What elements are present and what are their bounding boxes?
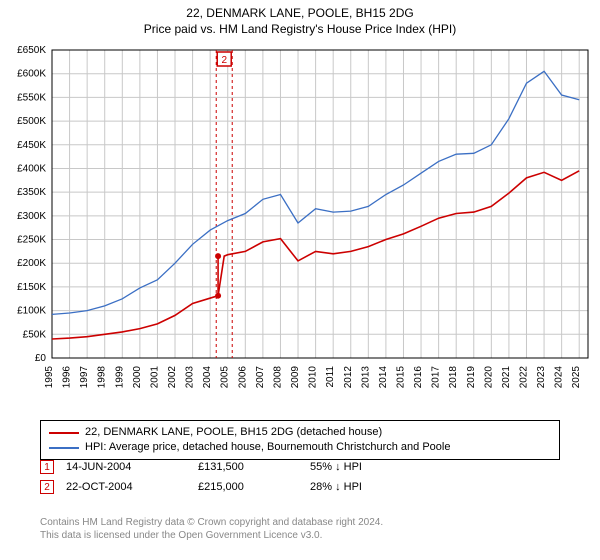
- svg-text:2015: 2015: [395, 366, 406, 389]
- svg-text:£650K: £650K: [17, 45, 46, 56]
- sale-row: 2 22-OCT-2004 £215,000 28% ↓ HPI: [40, 480, 560, 494]
- page: 22, DENMARK LANE, POOLE, BH15 2DG Price …: [0, 0, 600, 560]
- svg-text:2019: 2019: [466, 366, 477, 389]
- svg-text:2000: 2000: [132, 366, 143, 389]
- sale-marker: 1: [40, 460, 54, 474]
- svg-text:2008: 2008: [272, 366, 283, 389]
- svg-text:£400K: £400K: [17, 163, 46, 174]
- svg-text:2005: 2005: [220, 366, 231, 389]
- footer-line-1: Contains HM Land Registry data © Crown c…: [40, 516, 383, 529]
- svg-text:£550K: £550K: [17, 92, 46, 103]
- svg-text:£50K: £50K: [23, 329, 47, 340]
- svg-text:£350K: £350K: [17, 187, 46, 198]
- sale-price: £131,500: [198, 461, 298, 473]
- sale-price: £215,000: [198, 481, 298, 493]
- legend-swatch: [49, 432, 79, 434]
- svg-text:2: 2: [221, 55, 227, 66]
- legend-label: HPI: Average price, detached house, Bour…: [85, 440, 450, 455]
- svg-text:2009: 2009: [290, 366, 301, 389]
- svg-text:£100K: £100K: [17, 306, 46, 317]
- svg-text:£500K: £500K: [17, 116, 46, 127]
- svg-text:1997: 1997: [79, 366, 90, 389]
- svg-text:2013: 2013: [360, 366, 371, 389]
- svg-text:2001: 2001: [149, 366, 160, 389]
- sale-diff: 28% ↓ HPI: [310, 481, 430, 493]
- svg-text:2007: 2007: [255, 366, 266, 389]
- legend-swatch: [49, 447, 79, 449]
- svg-text:2014: 2014: [378, 366, 389, 389]
- svg-text:£150K: £150K: [17, 282, 46, 293]
- svg-text:£600K: £600K: [17, 69, 46, 80]
- svg-text:2022: 2022: [518, 366, 529, 389]
- svg-text:1999: 1999: [114, 366, 125, 389]
- svg-text:1996: 1996: [62, 366, 73, 389]
- legend-item: 22, DENMARK LANE, POOLE, BH15 2DG (detac…: [49, 425, 551, 440]
- page-title: 22, DENMARK LANE, POOLE, BH15 2DG: [0, 6, 600, 20]
- svg-text:2004: 2004: [202, 366, 213, 389]
- sale-row: 1 14-JUN-2004 £131,500 55% ↓ HPI: [40, 460, 560, 474]
- svg-text:2012: 2012: [343, 366, 354, 389]
- sale-date: 22-OCT-2004: [66, 481, 186, 493]
- legend: 22, DENMARK LANE, POOLE, BH15 2DG (detac…: [40, 420, 560, 460]
- svg-text:£450K: £450K: [17, 140, 46, 151]
- line-chart: £0 £50K £100K £150K £200K £250K £300K £350K £400…: [0, 40, 600, 420]
- svg-text:2010: 2010: [308, 366, 319, 389]
- footer-line-2: This data is licensed under the Open Gov…: [40, 529, 383, 542]
- svg-text:1998: 1998: [97, 366, 108, 389]
- svg-text:2016: 2016: [413, 366, 424, 389]
- svg-text:2017: 2017: [431, 366, 442, 389]
- svg-text:£300K: £300K: [17, 211, 46, 222]
- sale-date: 14-JUN-2004: [66, 461, 186, 473]
- svg-text:2006: 2006: [237, 366, 248, 389]
- svg-text:2011: 2011: [325, 366, 336, 388]
- svg-text:£0: £0: [35, 353, 47, 364]
- svg-text:2020: 2020: [483, 366, 494, 389]
- svg-text:2025: 2025: [571, 366, 582, 389]
- title-block: 22, DENMARK LANE, POOLE, BH15 2DG Price …: [0, 0, 600, 36]
- svg-text:2018: 2018: [448, 366, 459, 389]
- legend-item: HPI: Average price, detached house, Bour…: [49, 440, 551, 455]
- footer: Contains HM Land Registry data © Crown c…: [40, 516, 383, 542]
- sale-marker: 2: [40, 480, 54, 494]
- svg-text:£250K: £250K: [17, 235, 46, 246]
- sale-diff: 55% ↓ HPI: [310, 461, 430, 473]
- svg-text:2024: 2024: [554, 366, 565, 389]
- legend-label: 22, DENMARK LANE, POOLE, BH15 2DG (detac…: [85, 425, 382, 440]
- svg-text:2021: 2021: [501, 366, 512, 389]
- svg-text:2023: 2023: [536, 366, 547, 389]
- chart-container: £0 £50K £100K £150K £200K £250K £300K £350K £400…: [0, 40, 600, 420]
- sales-table: 1 14-JUN-2004 £131,500 55% ↓ HPI 2 22-OCT-200…: [40, 460, 560, 500]
- svg-text:1995: 1995: [44, 366, 55, 389]
- page-subtitle: Price paid vs. HM Land Registry's House …: [0, 22, 600, 36]
- svg-text:2002: 2002: [167, 366, 178, 389]
- svg-text:2003: 2003: [185, 366, 196, 389]
- svg-text:£200K: £200K: [17, 258, 46, 269]
